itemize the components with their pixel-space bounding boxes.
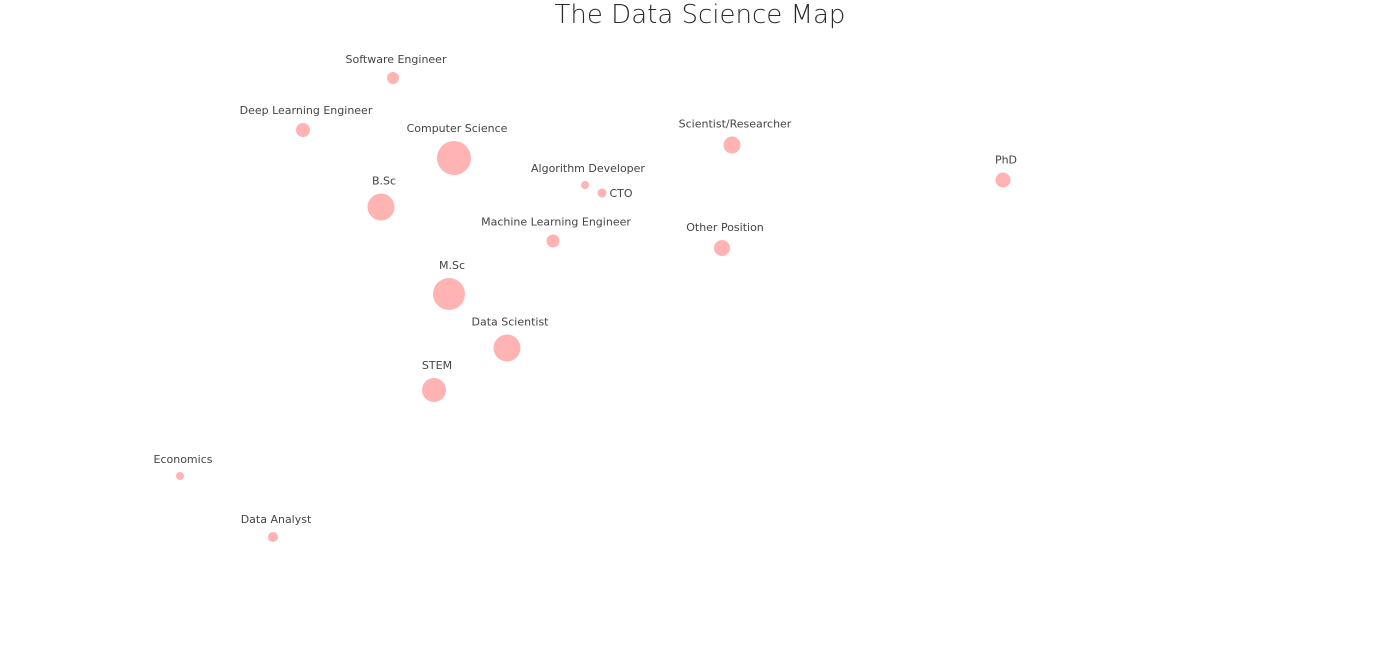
label-machine-learning-engineer: Machine Learning Engineer (481, 216, 631, 229)
label-scientist-researcher: Scientist/Researcher (679, 118, 792, 131)
label-b-sc: B.Sc (372, 175, 396, 188)
point-deep-learning-engineer[interactable] (296, 123, 310, 137)
point-software-engineer[interactable] (387, 72, 399, 84)
point-stem[interactable] (422, 378, 446, 402)
chart-title: The Data Science Map (555, 0, 846, 30)
point-m-sc[interactable] (433, 278, 465, 310)
label-data-analyst: Data Analyst (241, 513, 312, 526)
point-data-analyst[interactable] (268, 532, 278, 542)
point-algorithm-developer[interactable] (581, 181, 589, 189)
point-b-sc[interactable] (368, 194, 395, 221)
label-stem: STEM (422, 359, 452, 372)
points-layer (176, 72, 1011, 542)
label-phd: PhD (995, 154, 1017, 167)
point-cto[interactable] (598, 189, 607, 198)
label-m-sc: M.Sc (439, 259, 465, 272)
label-economics: Economics (154, 453, 213, 466)
label-other-position: Other Position (686, 221, 764, 234)
point-scientist-researcher[interactable] (724, 137, 741, 154)
point-computer-science[interactable] (437, 141, 471, 175)
label-algorithm-developer: Algorithm Developer (531, 162, 645, 175)
label-deep-learning-engineer: Deep Learning Engineer (240, 104, 373, 117)
point-data-scientist[interactable] (494, 335, 521, 362)
label-data-scientist: Data Scientist (472, 316, 550, 329)
point-economics[interactable] (176, 472, 184, 480)
label-computer-science: Computer Science (407, 122, 508, 135)
point-machine-learning-engineer[interactable] (547, 235, 560, 248)
label-software-engineer: Software Engineer (346, 53, 447, 66)
labels-layer: Software Engineer Deep Learning Engineer C… (154, 53, 1018, 526)
point-phd[interactable] (996, 173, 1011, 188)
label-cto: CTO (610, 187, 633, 200)
point-other-position[interactable] (714, 240, 730, 256)
